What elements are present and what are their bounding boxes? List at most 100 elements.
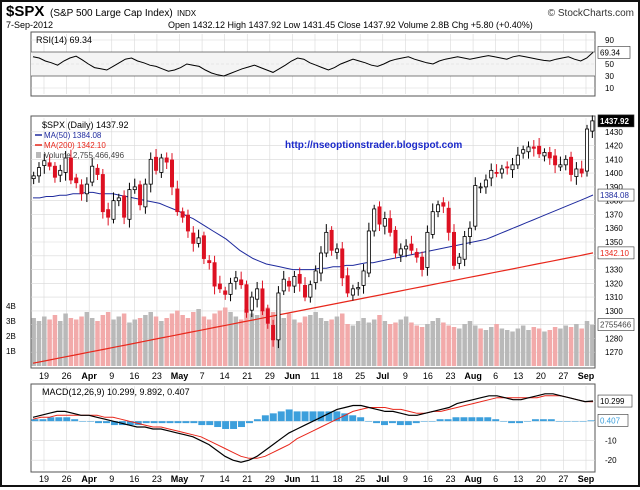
volume-bar — [473, 325, 478, 366]
macd-histogram-bar — [341, 413, 349, 422]
volume-bar — [457, 328, 462, 366]
macd-histogram-bar — [174, 421, 182, 424]
macd-histogram-bar — [587, 420, 595, 422]
candle-body — [494, 172, 499, 174]
candle-body — [111, 200, 116, 220]
candle-body — [52, 165, 57, 178]
candle-body — [510, 164, 515, 171]
candle-body — [276, 292, 281, 341]
volume-bar — [520, 325, 526, 366]
volume-bar — [159, 321, 164, 366]
volume-bar — [302, 316, 308, 366]
volume-bar — [191, 312, 196, 366]
candle-body — [281, 278, 286, 292]
macd-histogram-bar — [102, 421, 110, 424]
volume-bar — [462, 324, 467, 366]
ohlc-readout: Open 1432.12 High 1437.92 Low 1431.45 Cl… — [168, 20, 533, 30]
candle-body — [473, 185, 478, 227]
candle-body — [489, 169, 494, 179]
volume-bar — [100, 315, 106, 366]
macd-histogram-bar — [110, 421, 118, 426]
x-tick-label: Jun — [284, 371, 300, 381]
candle-body — [79, 184, 84, 195]
volume-bar — [201, 316, 207, 366]
histogram-value-box — [597, 414, 629, 427]
candle-body — [585, 128, 590, 172]
macd-histogram-bar — [524, 421, 531, 422]
x-tick-label-macd: 11 — [310, 474, 319, 484]
volume-bar — [63, 313, 68, 366]
candle-body — [223, 290, 228, 295]
macd-histogram-bar — [261, 415, 269, 422]
macd-histogram-bar — [293, 411, 301, 422]
volume-bar — [425, 324, 430, 366]
x-tick-label: Jul — [376, 371, 389, 381]
candle-body — [116, 197, 121, 202]
macd-histogram-bar — [460, 417, 468, 422]
volume-bar — [180, 315, 185, 366]
volume-bar — [377, 315, 382, 366]
macd-histogram-bar — [555, 421, 563, 422]
ma200-line — [32, 252, 594, 364]
x-tick-label-macd: 19 — [39, 474, 49, 484]
volume-bar — [387, 324, 393, 366]
candle-body — [239, 279, 244, 286]
volume-bar — [499, 328, 505, 366]
volume-bar — [340, 313, 345, 366]
x-tick-label: 21 — [242, 371, 252, 381]
candle-body — [95, 167, 100, 175]
candlestick-layer — [31, 115, 595, 349]
candle-body — [154, 156, 159, 171]
volume-bar — [212, 313, 217, 366]
moving-average-layer — [32, 191, 594, 364]
candle-body — [207, 260, 212, 264]
x-tick-label-macd: 23 — [152, 474, 162, 484]
volume-bar — [318, 318, 324, 366]
candle-body — [574, 168, 579, 177]
histogram-value-label: 0.407 — [600, 416, 621, 425]
candle-body — [361, 270, 366, 286]
volume-y-tick: 1B — [6, 347, 16, 356]
candle-body — [526, 146, 531, 153]
volume-bar — [568, 327, 574, 366]
x-tick-label: 9 — [403, 371, 408, 381]
volume-bar — [116, 316, 122, 366]
ma50-value-box-label: 1384.08 — [600, 191, 629, 200]
candle-body — [106, 209, 111, 218]
volume-bar — [185, 318, 191, 366]
candle-body — [563, 158, 568, 166]
candle-body — [185, 214, 190, 232]
macd-histogram-bar — [158, 421, 166, 424]
volume-bar — [398, 319, 404, 366]
x-tick-label: 29 — [265, 371, 275, 381]
candle-body — [377, 206, 382, 225]
candle-body — [329, 229, 334, 251]
macd-histogram-bar — [87, 421, 95, 422]
macd-histogram-bar — [230, 421, 238, 429]
price-y-tick: 1430 — [605, 128, 623, 137]
macd-histogram-bar — [198, 421, 206, 426]
candle-body — [122, 195, 127, 218]
volume-bar — [547, 330, 553, 366]
rsi-y-tick: 90 — [605, 36, 614, 45]
last-price-box — [597, 114, 635, 128]
x-tick-label-macd: 16 — [423, 474, 433, 484]
candle-body — [127, 189, 132, 220]
x-tick-label: 23 — [152, 371, 162, 381]
macd-histogram-bar — [55, 417, 63, 422]
x-tick-label-macd: 7 — [200, 474, 205, 484]
volume-bar — [403, 316, 409, 366]
macd-histogram-bar — [206, 421, 214, 426]
x-tick-label: 16 — [129, 371, 139, 381]
volume-bar — [42, 316, 47, 366]
candle-body — [430, 211, 435, 235]
candle-body — [393, 229, 398, 254]
candle-body — [170, 159, 174, 188]
volume-bar — [366, 322, 372, 366]
volume-bar — [324, 321, 329, 366]
candle-body — [196, 237, 201, 244]
macd-histogram-bar — [39, 419, 47, 422]
x-tick-label-macd: 16 — [129, 474, 139, 484]
candle-body — [36, 167, 41, 177]
candle-body — [452, 231, 456, 266]
